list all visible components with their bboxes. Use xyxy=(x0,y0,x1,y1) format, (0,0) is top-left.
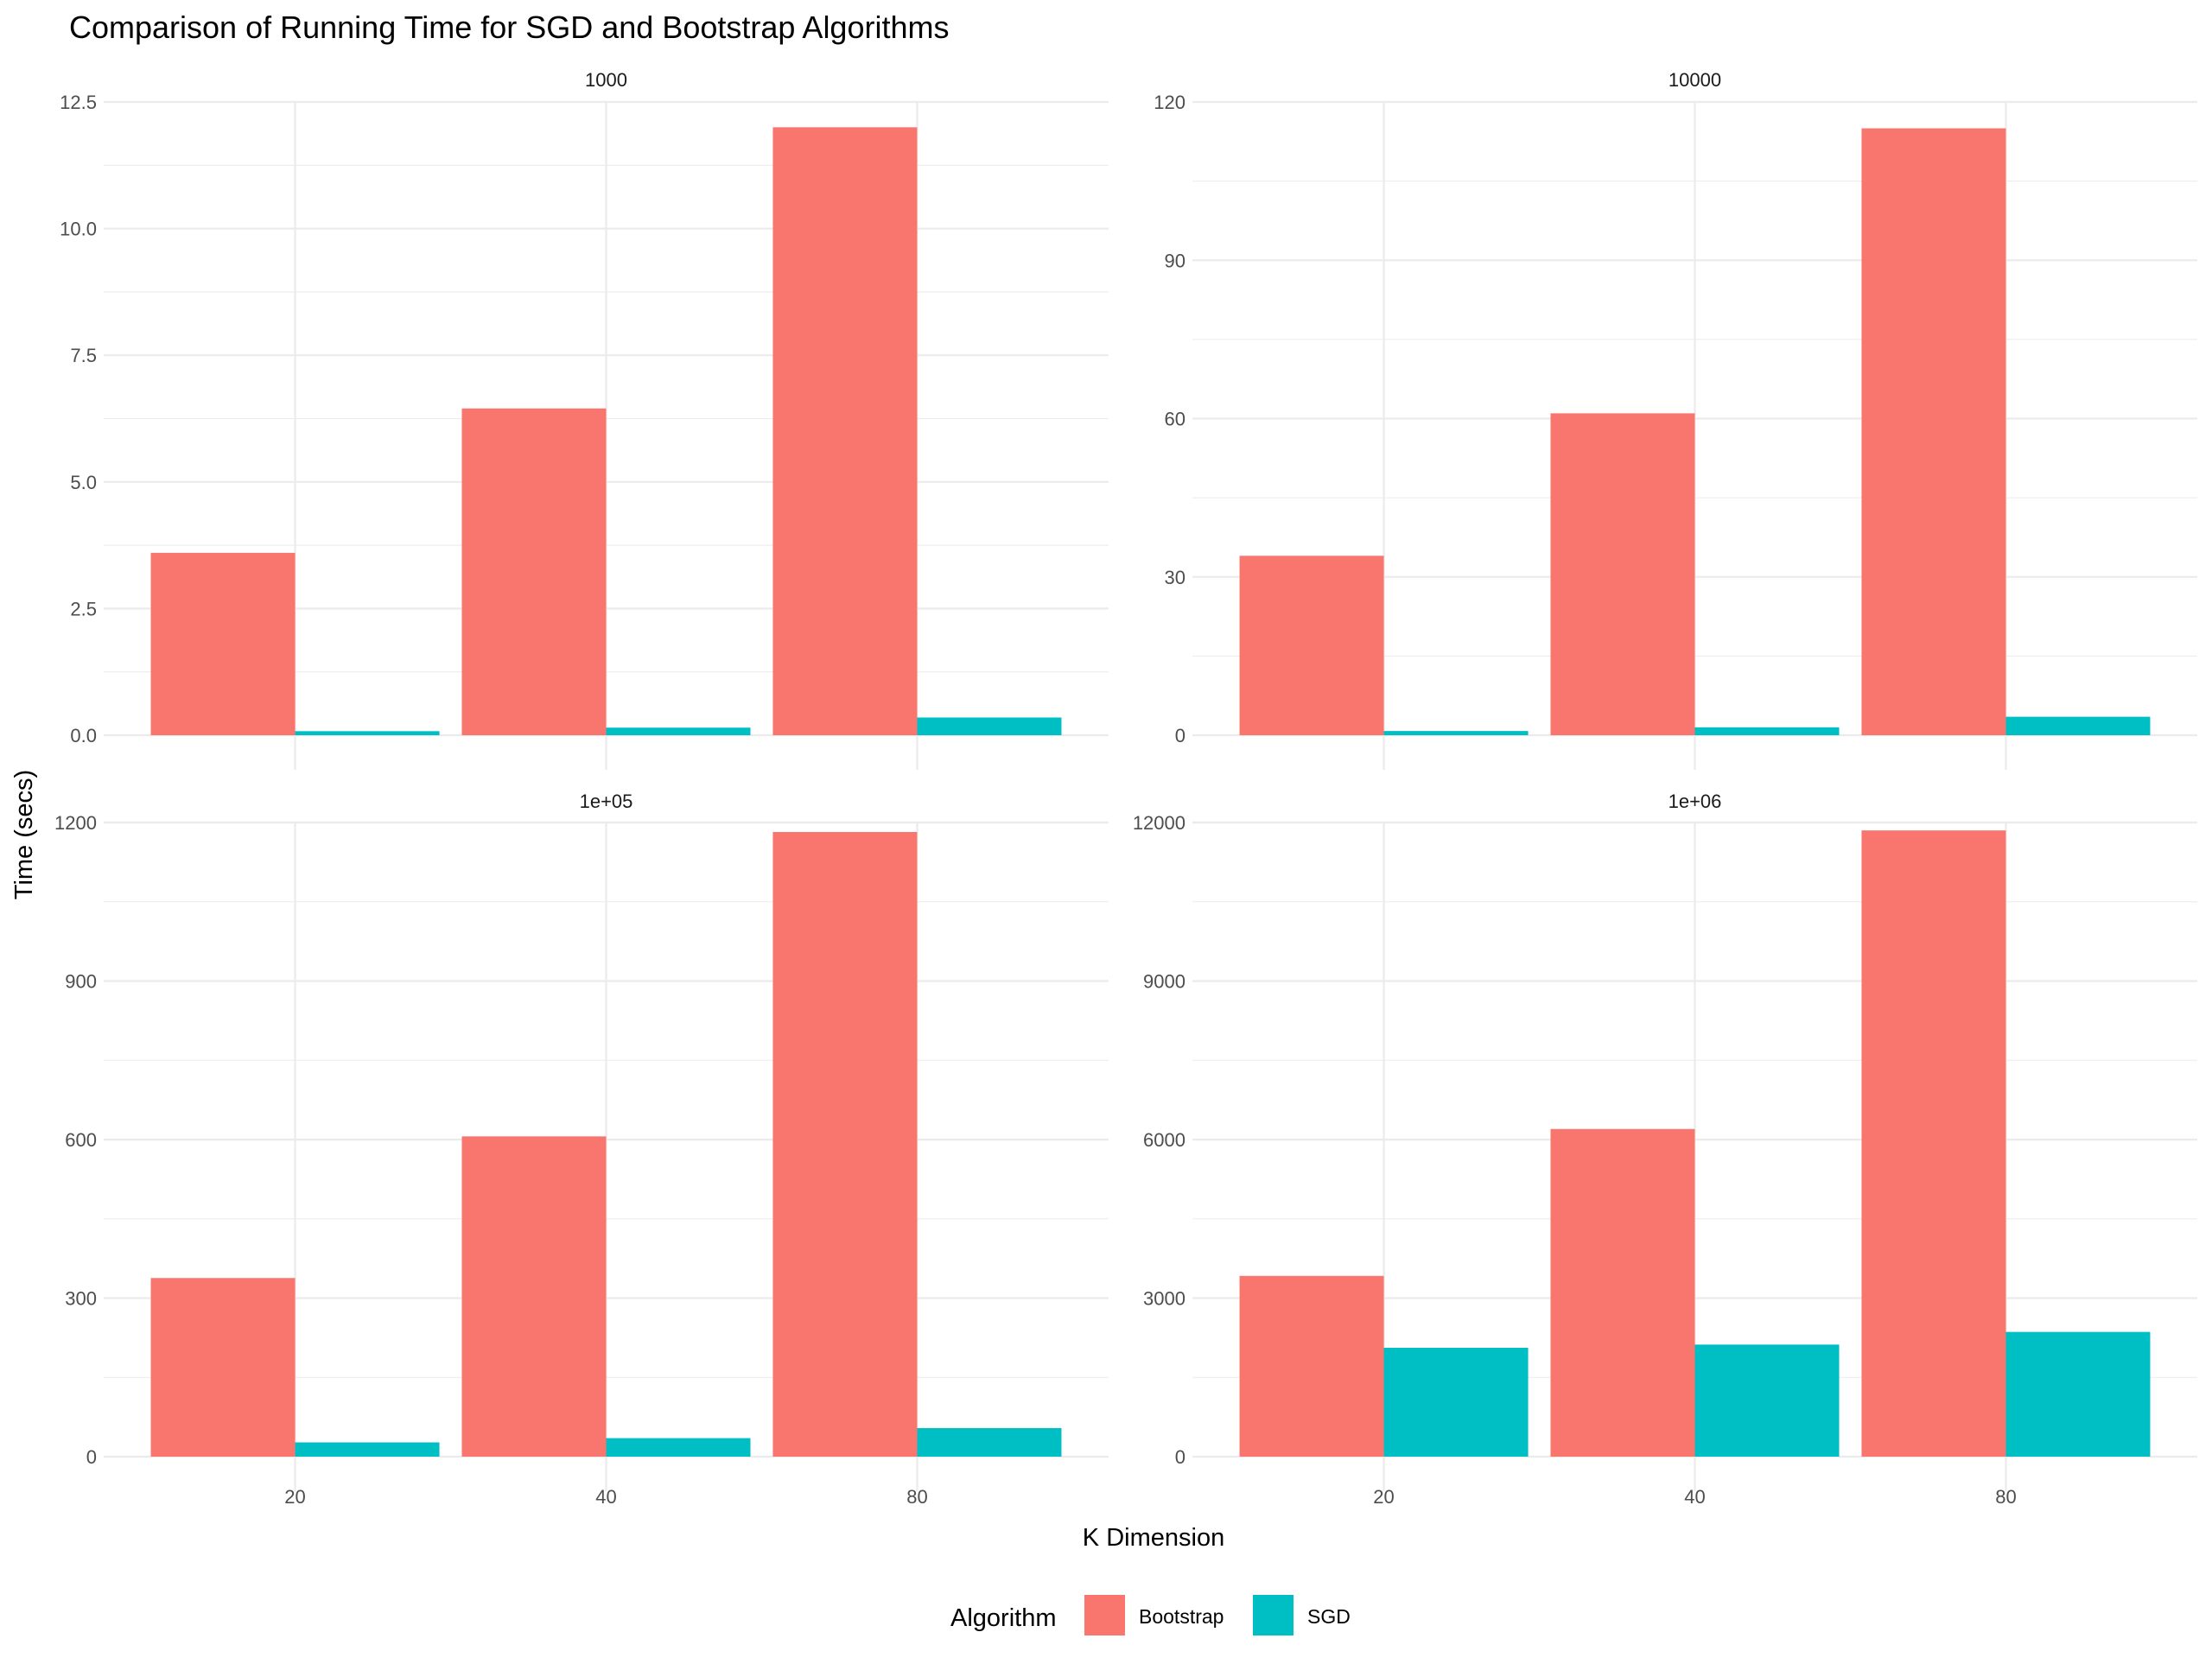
bar-bootstrap xyxy=(150,552,296,735)
bar-sgd xyxy=(2005,1331,2151,1457)
y-tick-label: 900 xyxy=(65,971,97,993)
bar-bootstrap xyxy=(1861,128,2006,735)
y-tick-label: 9000 xyxy=(1143,971,1185,993)
y-tick-label: 7.5 xyxy=(70,345,97,366)
y-tick-label: 60 xyxy=(1165,409,1185,430)
bar-bootstrap xyxy=(461,408,607,735)
x-axis-title: K Dimension xyxy=(1083,1524,1224,1552)
y-tick-label: 90 xyxy=(1165,250,1185,271)
facet-panel: 0 300 600 900 1200 1e+05 20 40 80 xyxy=(54,791,1109,1508)
legend: Algorithm Bootstrap SGD xyxy=(950,1595,1351,1635)
legend-items: Bootstrap SGD xyxy=(1084,1595,1351,1635)
facet-label: 10000 xyxy=(1669,69,1721,91)
bar-bootstrap xyxy=(1239,556,1384,735)
y-axis-title: Time (secs) xyxy=(10,770,38,899)
y-tick-label: 2.5 xyxy=(70,598,97,619)
facet-label: 1000 xyxy=(585,69,627,91)
facet-label: 1e+06 xyxy=(1669,791,1722,812)
facet-panel: 0.0 2.5 5.0 7.5 10.0 12.5 1000 xyxy=(60,69,1109,770)
bar-sgd xyxy=(917,1427,1062,1457)
x-tick-label: 80 xyxy=(906,1486,927,1508)
legend-label: SGD xyxy=(1307,1605,1351,1628)
y-tick-label: 10.0 xyxy=(60,219,97,240)
y-tick-label: 12000 xyxy=(1133,812,1185,834)
facet-label: 1e+05 xyxy=(580,791,633,812)
bar-bootstrap xyxy=(461,1136,607,1457)
bar-bootstrap xyxy=(1861,830,2006,1457)
bar-sgd xyxy=(606,1438,751,1457)
chart-title: Comparison of Running Time for SGD and B… xyxy=(69,10,949,45)
x-tick-label: 20 xyxy=(284,1486,305,1508)
bar-sgd xyxy=(606,727,751,735)
y-tick-label: 0 xyxy=(1175,725,1185,746)
facet-panel: 0 30 60 90 120 10000 xyxy=(1154,69,2197,770)
y-tick-label: 0 xyxy=(86,1446,97,1468)
y-tick-label: 120 xyxy=(1154,92,1185,113)
y-tick-label: 6000 xyxy=(1143,1129,1185,1151)
bar-sgd xyxy=(917,717,1062,735)
y-tick-label: 1200 xyxy=(54,812,97,834)
legend-key-sgd xyxy=(1253,1595,1294,1635)
facet-panels: 0.02.55.07.510.012.510000306090120100000… xyxy=(54,69,2197,1508)
bar-bootstrap xyxy=(772,127,918,735)
bar-sgd xyxy=(1694,1344,1840,1457)
y-tick-label: 600 xyxy=(65,1129,97,1151)
legend-label: Bootstrap xyxy=(1139,1605,1224,1628)
bar-sgd xyxy=(1694,727,1840,735)
bar-sgd xyxy=(1383,731,1529,735)
y-tick-label: 30 xyxy=(1165,567,1185,588)
bar-bootstrap xyxy=(150,1278,296,1457)
y-tick-label: 5.0 xyxy=(70,472,97,493)
legend-key-bootstrap xyxy=(1084,1595,1125,1635)
bar-sgd xyxy=(1383,1347,1529,1457)
bar-sgd xyxy=(295,731,440,735)
bar-sgd xyxy=(2005,716,2151,735)
bar-bootstrap xyxy=(1550,413,1695,735)
x-tick-label: 80 xyxy=(1995,1486,2016,1508)
y-tick-label: 0.0 xyxy=(70,725,97,746)
facet-panel: 0 3000 6000 9000 12000 1e+06 20 40 80 xyxy=(1133,791,2197,1508)
x-tick-label: 40 xyxy=(595,1486,616,1508)
bar-bootstrap xyxy=(1239,1275,1384,1457)
y-tick-label: 0 xyxy=(1175,1446,1185,1468)
x-tick-label: 40 xyxy=(1684,1486,1705,1508)
y-tick-label: 3000 xyxy=(1143,1288,1185,1310)
bar-bootstrap xyxy=(772,832,918,1457)
bar-sgd xyxy=(295,1442,440,1457)
x-tick-label: 20 xyxy=(1373,1486,1394,1508)
y-tick-label: 300 xyxy=(65,1288,97,1310)
y-tick-label: 12.5 xyxy=(60,92,97,113)
legend-title: Algorithm xyxy=(950,1604,1057,1632)
bar-bootstrap xyxy=(1550,1128,1695,1457)
